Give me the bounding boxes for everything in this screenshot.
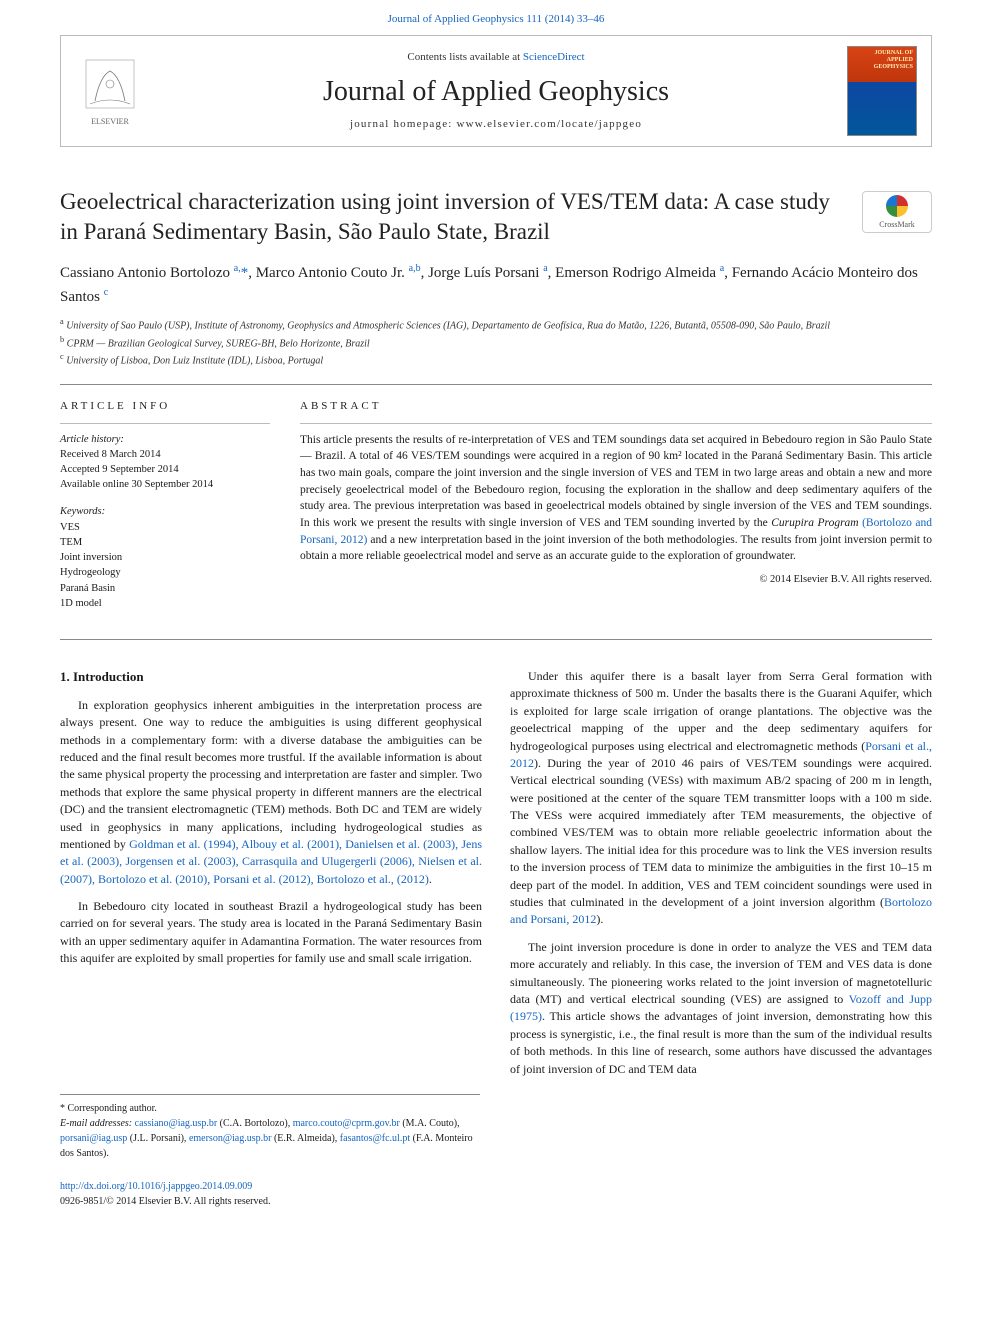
- crossmark-icon: [886, 195, 908, 217]
- journal-cover-thumb: JOURNAL OF APPLIED GEOPHYSICS: [847, 46, 917, 136]
- top-citation-link[interactable]: Journal of Applied Geophysics 111 (2014)…: [388, 13, 605, 25]
- keywords-block: Keywords: VESTEMJoint inversionHydrogeol…: [60, 504, 270, 611]
- elsevier-logo: ELSEVIER: [75, 51, 145, 131]
- divider: [60, 384, 932, 385]
- corresponding-label: * Corresponding author.: [60, 1101, 480, 1116]
- journal-header: ELSEVIER Contents lists available at Sci…: [60, 35, 932, 147]
- article-body: 1. Introduction In exploration geophysic…: [60, 668, 932, 1078]
- sciencedirect-link[interactable]: ScienceDirect: [523, 51, 585, 63]
- contents-line: Contents lists available at ScienceDirec…: [159, 50, 833, 65]
- issn-copyright: 0926-9851/© 2014 Elsevier B.V. All right…: [60, 1196, 270, 1207]
- doi-link[interactable]: http://dx.doi.org/10.1016/j.jappgeo.2014…: [60, 1181, 252, 1192]
- divider: [60, 639, 932, 640]
- paragraph: In exploration geophysics inherent ambig…: [60, 697, 482, 888]
- abstract-head: abstract: [300, 399, 932, 414]
- paragraph: The joint inversion procedure is done in…: [510, 939, 932, 1078]
- email-link[interactable]: emerson@iag.usp.br: [189, 1133, 272, 1144]
- email-link[interactable]: cassiano@iag.usp.br: [135, 1118, 218, 1129]
- email-link[interactable]: porsani@iag.usp: [60, 1133, 127, 1144]
- journal-homepage: journal homepage: www.elsevier.com/locat…: [159, 117, 833, 132]
- article-title: Geoelectrical characterization using joi…: [60, 187, 932, 247]
- corresponding-footnote: * Corresponding author. E-mail addresses…: [60, 1094, 480, 1161]
- email-link[interactable]: marco.couto@cprm.gov.br: [293, 1118, 400, 1129]
- publisher-name: ELSEVIER: [91, 116, 129, 127]
- section-heading: 1. Introduction: [60, 668, 482, 687]
- history-label: Article history:: [60, 434, 124, 445]
- article-history: Article history: Received 8 March 2014Ac…: [60, 432, 270, 493]
- divider: [300, 423, 932, 424]
- crossmark-badge[interactable]: CrossMark: [862, 191, 932, 233]
- paragraph: Under this aquifer there is a basalt lay…: [510, 668, 932, 929]
- email-list: E-mail addresses: cassiano@iag.usp.br (C…: [60, 1116, 480, 1161]
- affiliations: a University of Sao Paulo (USP), Institu…: [60, 316, 932, 368]
- top-citation: Journal of Applied Geophysics 111 (2014)…: [0, 0, 992, 35]
- journal-title: Journal of Applied Geophysics: [159, 72, 833, 111]
- divider: [60, 423, 270, 424]
- crossmark-label: CrossMark: [879, 219, 915, 230]
- abstract-copyright: © 2014 Elsevier B.V. All rights reserved…: [300, 573, 932, 588]
- article-info-head: article info: [60, 399, 270, 414]
- paragraph: In Bebedouro city located in southeast B…: [60, 898, 482, 968]
- email-link[interactable]: fasantos@fc.ul.pt: [340, 1133, 410, 1144]
- abstract-text: This article presents the results of re-…: [300, 432, 932, 565]
- authors: Cassiano Antonio Bortolozo a,*, Marco An…: [60, 261, 932, 308]
- keywords-label: Keywords:: [60, 506, 105, 517]
